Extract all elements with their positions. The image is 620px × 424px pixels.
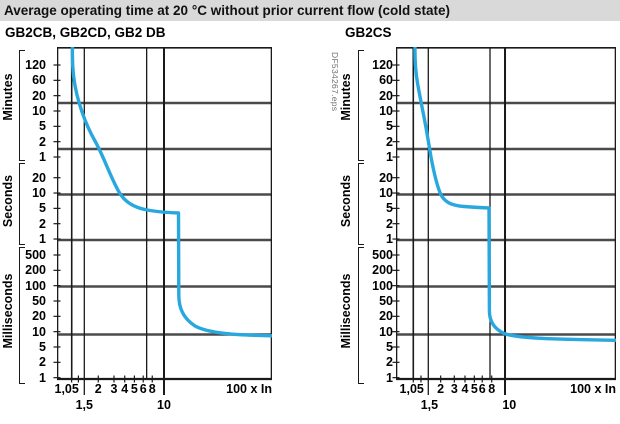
x-tick-label: 8: [148, 382, 156, 396]
x-axis-end-label: 100 x In: [570, 382, 616, 396]
x-tick-label: 2: [94, 382, 102, 396]
y-tick-label: 100: [25, 278, 46, 293]
x-tick-label-row2: 10: [157, 398, 171, 412]
axis-section-bracket: [358, 50, 364, 161]
y-tick-label: 20: [379, 170, 393, 185]
x-tick-label: 4: [461, 382, 469, 396]
y-tick-label: 50: [379, 293, 393, 308]
axis-section-bracket: [358, 163, 364, 245]
page-title: Average operating time at 20 °C without …: [4, 3, 450, 18]
y-axis-unit-label: Milliseconds: [1, 273, 15, 349]
y-tick-label: 2: [386, 355, 393, 370]
x-tick-label: 6: [478, 382, 486, 396]
y-tick-label: 2: [39, 134, 46, 149]
y-tick-label: 20: [32, 170, 46, 185]
y-axis-unit-label: Seconds: [1, 174, 15, 228]
plot-area: [392, 46, 617, 395]
x-tick-label-row2: 1,5: [420, 398, 439, 412]
x-tick-label: 3: [110, 382, 118, 396]
y-tick-label: 500: [372, 248, 393, 262]
y-tick-label: 10: [32, 103, 46, 118]
y-tick-label: 10: [32, 324, 46, 339]
y-tick-label: 2: [386, 134, 393, 149]
y-tick-label: 120: [372, 58, 393, 72]
y-tick-label: 10: [379, 186, 393, 201]
x-tick-label: 5: [470, 382, 478, 396]
y-tick-label: 5: [39, 201, 46, 216]
axis-section-bracket: [19, 50, 25, 161]
y-tick-label: 100: [372, 278, 393, 293]
chart-title-gb2cs: GB2CS: [345, 25, 392, 40]
y-tick-label: 20: [379, 88, 393, 103]
y-axis-unit-label: Minutes: [339, 73, 353, 121]
y-tick-label: 2: [386, 216, 393, 231]
y-tick-label: 60: [32, 73, 46, 88]
y-tick-label: 50: [32, 293, 46, 308]
trip-curve: [70, 46, 273, 338]
y-tick-label: 1: [386, 370, 393, 385]
y-tick-label: 1: [386, 232, 393, 247]
y-tick-label: 200: [372, 263, 393, 278]
y-tick-label: 10: [32, 186, 46, 201]
y-axis-unit-label: Minutes: [1, 73, 15, 121]
y-tick-label: 2: [39, 355, 46, 370]
x-tick-label: 5: [130, 382, 138, 396]
y-tick-label: 5: [386, 339, 393, 354]
y-tick-label: 1: [39, 232, 46, 247]
x-tick-label-row2: 1,5: [75, 398, 93, 412]
axis-section-bracket: [358, 247, 364, 384]
y-tick-label: 10: [379, 324, 393, 339]
x-tick-label: 1,05: [399, 382, 424, 396]
x-tick-label-row2: 10: [502, 398, 517, 412]
y-tick-label: 2: [39, 216, 46, 231]
y-tick-label: 1: [39, 370, 46, 385]
y-tick-label: 5: [39, 119, 46, 134]
y-tick-label: 5: [386, 119, 393, 134]
y-tick-label: 1: [386, 149, 393, 164]
y-tick-label: 500: [25, 248, 46, 262]
x-tick-label: 3: [450, 382, 458, 396]
plot-area: [53, 46, 273, 395]
y-tick-label: 20: [379, 309, 393, 324]
y-axis-unit-label: Milliseconds: [339, 273, 353, 349]
x-tick-label: 8: [488, 382, 496, 396]
y-axis-unit-label: Seconds: [339, 174, 353, 228]
y-tick-label: 10: [379, 103, 393, 118]
x-tick-label: 4: [121, 382, 129, 396]
x-tick-label: 6: [139, 382, 147, 396]
x-tick-label: 2: [437, 382, 445, 396]
y-tick-label: 120: [25, 58, 46, 72]
y-tick-label: 5: [39, 339, 46, 354]
y-tick-label: 5: [386, 201, 393, 216]
y-tick-label: 20: [32, 88, 46, 103]
axis-section-bracket: [19, 247, 25, 384]
axis-section-bracket: [19, 163, 25, 245]
y-tick-label: 20: [32, 309, 46, 324]
y-tick-label: 1: [39, 149, 46, 164]
trip-curve: [413, 46, 617, 342]
y-tick-label: 60: [379, 73, 393, 88]
chart-title-gb2cb: GB2CB, GB2CD, GB2 DB: [5, 25, 166, 40]
x-tick-label: 1,05: [54, 382, 79, 396]
header-bar: Average operating time at 20 °C without …: [0, 0, 620, 21]
y-tick-label: 200: [25, 263, 46, 278]
x-axis-end-label: 100 x In: [226, 382, 272, 396]
